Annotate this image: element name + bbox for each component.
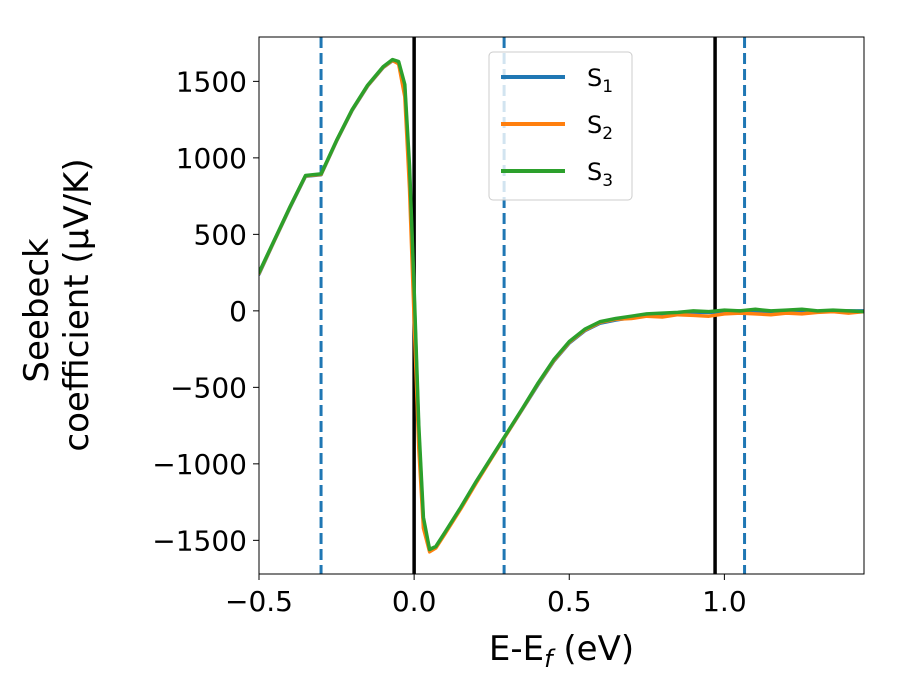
series-lines xyxy=(259,57,864,554)
y-tick-label: 500 xyxy=(194,218,247,251)
y-tick-label: 1500 xyxy=(176,65,247,98)
axis-ticks: −0.5 0.0 0.5 1.0 1500 1000 500 0 −500 −1000 −1500 xyxy=(152,65,746,618)
x-tick-label: 0.5 xyxy=(547,585,592,618)
x-tick-label: −0.5 xyxy=(225,585,293,618)
series-line-s3 xyxy=(259,57,864,552)
x-tick-label: 1.0 xyxy=(702,585,747,618)
x-tick-label: 0.0 xyxy=(392,585,437,618)
y-tick-label: −1500 xyxy=(152,524,247,557)
y-tick-label: −500 xyxy=(170,371,247,404)
y-tick-label: −1000 xyxy=(152,448,247,481)
y-tick-label: 1000 xyxy=(176,142,247,175)
x-axis-title: E-Ef (eV) xyxy=(489,629,634,673)
y-axis-title: Seebeck coefficient (μV/K) xyxy=(17,158,97,451)
plot-frame xyxy=(258,36,865,575)
y-tick-label: 0 xyxy=(229,295,247,328)
